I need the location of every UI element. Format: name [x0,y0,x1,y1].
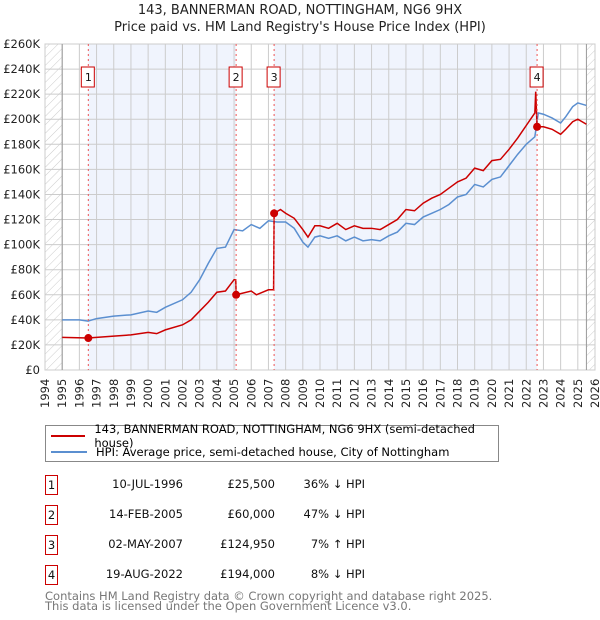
x-tick-label: 2002 [176,379,190,408]
legend-swatch-red [51,435,86,437]
legend-swatch-blue [51,451,87,453]
footer-line-1: Contains HM Land Registry data © Crown c… [45,589,493,603]
sale-point [533,122,542,131]
x-tick-label: 1997 [90,379,104,408]
sale-label-box [228,66,243,88]
y-tick-label: £0 [25,363,40,377]
y-tick-label: £260K [3,37,40,51]
sale-label-box [266,66,281,88]
x-tick-label: 2013 [365,379,379,408]
x-tick-label: 2009 [296,379,310,408]
x-tick-label: 2007 [261,379,275,408]
x-tick-label: 2005 [227,379,241,408]
x-tick-label: 2015 [399,379,413,408]
hpi-line [62,102,587,322]
x-tick-label: 2023 [536,379,550,408]
x-tick-label: 1994 [38,379,52,408]
x-tick-label: 2010 [313,379,327,408]
sale-point [270,209,279,218]
sale-label: 3 [271,71,278,84]
sale-label: 4 [534,71,541,84]
legend-item-property: 143, BANNERMAN ROAD, NOTTINGHAM, NG6 9HX… [51,422,498,450]
legend-label: 143, BANNERMAN ROAD, NOTTINGHAM, NG6 9HX… [94,422,475,450]
chart-subtitle: Price paid vs. HM Land Registry's House … [114,20,486,35]
sale-date: 10-JUL-1996 [112,477,183,491]
x-tick-label: 2022 [519,379,533,408]
x-tick-label: 2018 [451,379,465,408]
x-tick-label: 2004 [210,379,224,408]
property-price-line [62,91,587,339]
sale-point [84,334,93,343]
sale-hpi-diff: 7% ↑ HPI [310,537,365,551]
sale-date: 19-AUG-2022 [105,567,183,581]
sale-number-badge: 3 [45,535,58,555]
x-tick-label: 1998 [107,379,121,408]
sale-hpi-diff: 47% ↓ HPI [303,507,365,521]
x-tick-label: 2000 [141,379,155,408]
x-tick-label: 2026 [588,379,600,408]
sale-date: 02-MAY-2007 [108,537,183,551]
legend: 143, BANNERMAN ROAD, NOTTINGHAM, NG6 9HX… [45,422,499,462]
x-tick-label: 2017 [433,379,447,408]
x-tick-label: 2016 [416,379,430,408]
sale-number-badge: 2 [45,505,58,525]
y-tick-label: £20K [11,338,41,352]
sale-price: £60,000 [227,507,275,521]
x-tick-label: 2008 [279,379,293,408]
sale-hpi-diff: 36% ↓ HPI [303,477,365,491]
footer-line-2: This data is licensed under the Open Gov… [45,599,412,613]
hatch-after-data [586,44,595,370]
x-tick-label: 2020 [485,379,499,408]
y-tick-label: £240K [3,62,40,76]
y-tick-label: £200K [3,112,40,126]
y-tick-label: £100K [3,238,40,252]
x-tick-label: 2021 [502,379,516,408]
y-tick-label: £120K [3,213,40,227]
y-tick-label: £180K [3,137,40,151]
x-tick-label: 2025 [571,379,585,408]
sale-point [232,290,241,299]
y-tick-label: £160K [3,162,40,176]
x-tick-label: 2006 [244,379,258,408]
x-tick-label: 1996 [72,379,86,408]
legend-item-hpi: HPI: Average price, semi-detached house,… [51,444,449,460]
x-tick-label: 1999 [124,379,138,408]
sale-date: 14-FEB-2005 [109,507,183,521]
sale-hpi-diff: 8% ↓ HPI [310,567,365,581]
sale-number-badge: 1 [45,475,58,495]
sale-label-box [529,66,544,88]
x-tick-label: 2024 [554,379,568,408]
sale-label: 1 [85,71,92,84]
sale-label-box [80,66,95,88]
x-tick-label: 1995 [55,379,69,408]
sale-price: £194,000 [220,567,275,581]
x-tick-label: 2012 [347,379,361,408]
shaded-period [88,44,237,370]
sale-price: £124,950 [220,537,275,551]
y-tick-label: £220K [3,87,40,101]
y-tick-label: £40K [11,313,41,327]
legend-label: HPI: Average price, semi-detached house,… [96,445,450,459]
chart-title: 143, BANNERMAN ROAD, NOTTINGHAM, NG6 9HX [137,3,463,18]
price-chart: 1 2 3 4 1994 1995 1996 1997 1998 1999 2000 2001 2002… [3,37,600,408]
sale-number-badge: 4 [45,565,58,585]
y-tick-label: £140K [3,187,40,201]
x-tick-label: 2011 [330,379,344,408]
y-tick-label: £60K [11,288,41,302]
x-tick-label: 2001 [158,379,172,408]
y-tick-label: £80K [11,263,41,277]
x-tick-label: 2019 [468,379,482,408]
x-tick-label: 2003 [193,379,207,408]
sale-label: 2 [233,71,240,84]
x-tick-label: 2014 [382,379,396,408]
hatch-before-data [45,44,63,370]
sale-price: £25,500 [227,477,275,491]
